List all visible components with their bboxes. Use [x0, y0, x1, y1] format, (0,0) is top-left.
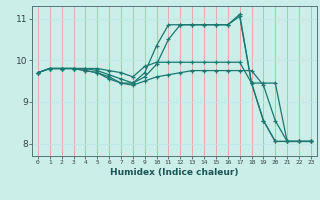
X-axis label: Humidex (Indice chaleur): Humidex (Indice chaleur)	[110, 168, 239, 177]
